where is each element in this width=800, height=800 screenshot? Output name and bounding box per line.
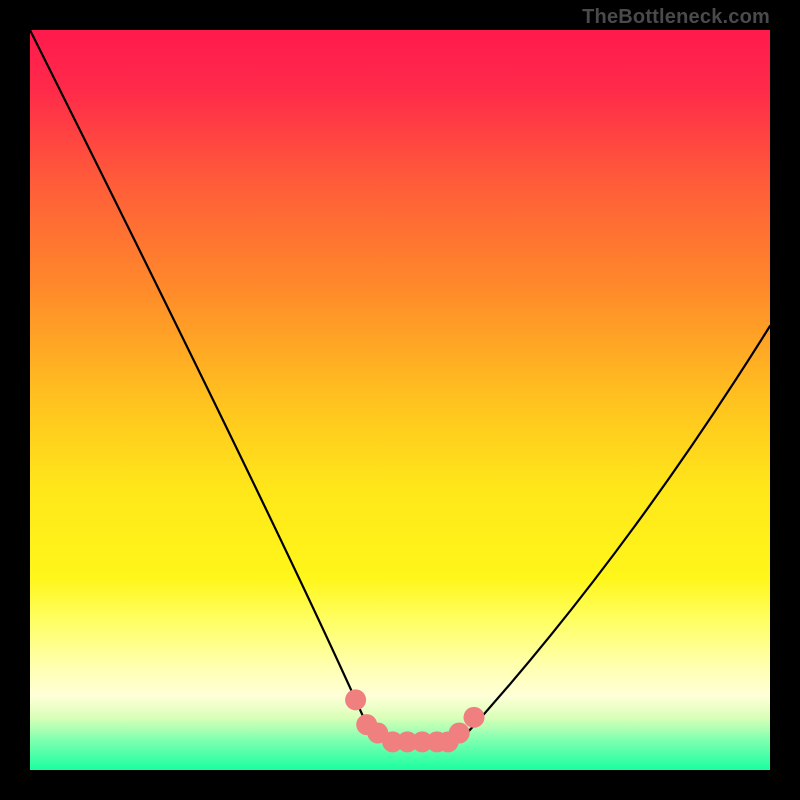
curve-marker [345,689,366,710]
watermark-text: TheBottleneck.com [582,6,770,29]
plot-area [30,30,770,770]
chart-frame: TheBottleneck.com [0,0,800,800]
bottleneck-curve-chart [30,30,770,770]
curve-marker [438,731,459,752]
curve-marker [464,707,485,728]
